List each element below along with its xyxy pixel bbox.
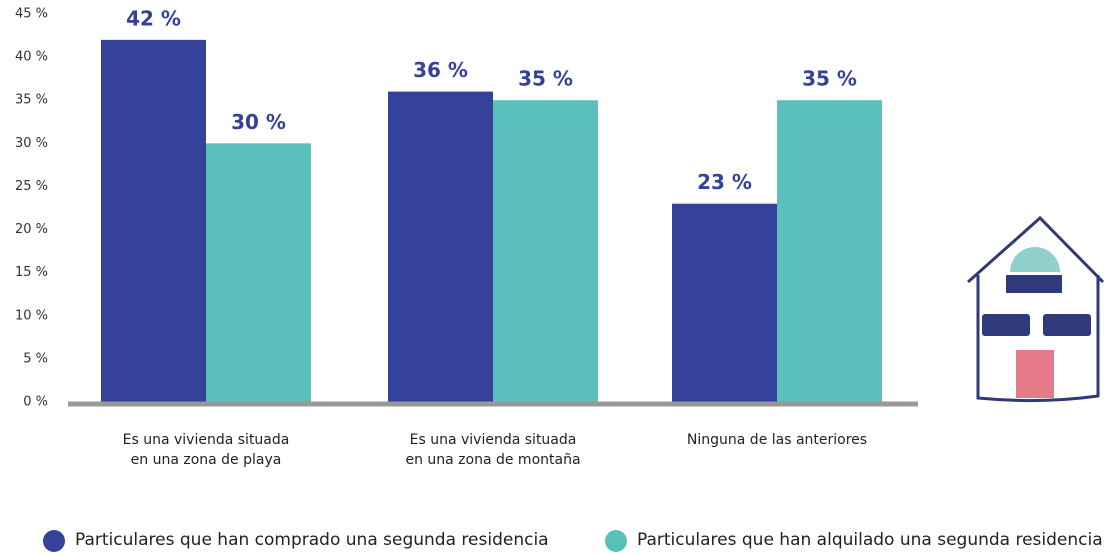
page: 0 % 5 % 10 % 15 % 20 % 25 % 30 % 35 % 40 % 45 % 42… <box>0 0 1104 555</box>
y-tick-label: 35 % <box>15 93 48 108</box>
value-label: 30 % <box>231 110 286 134</box>
legend-label: Particulares que han comprado una segund… <box>75 530 549 550</box>
bar <box>206 143 311 402</box>
y-tick-label: 30 % <box>15 136 48 151</box>
y-tick-label: 20 % <box>15 222 48 237</box>
value-label: 36 % <box>413 58 468 82</box>
bar <box>388 92 493 402</box>
y-tick-label: 10 % <box>15 308 48 323</box>
legend-marker <box>43 530 65 552</box>
bar <box>101 40 206 402</box>
value-label: 42 % <box>126 6 181 30</box>
x-tick-label: Es una vivienda situada en una zona de p… <box>76 430 336 470</box>
y-tick-label: 45 % <box>15 7 48 22</box>
x-tick-label: Ninguna de las anteriores <box>647 430 907 450</box>
y-tick-label: 15 % <box>15 265 48 280</box>
legend-label: Particulares que han alquilado una segun… <box>637 530 1103 550</box>
y-tick-label: 0 % <box>23 395 48 410</box>
value-label: 35 % <box>802 67 857 91</box>
chart: 0 % 5 % 10 % 15 % 20 % 25 % 30 % 35 % 40 % 45 % 42… <box>0 0 1104 555</box>
legend-marker <box>605 530 627 552</box>
bar <box>493 100 598 402</box>
x-tick-label: Es una vivienda situada en una zona de m… <box>363 430 623 470</box>
house-icon <box>968 218 1103 401</box>
y-tick-label: 25 % <box>15 179 48 194</box>
bar <box>777 100 882 402</box>
y-tick-label: 5 % <box>23 351 48 366</box>
value-label: 23 % <box>697 170 752 194</box>
value-label: 35 % <box>518 67 573 91</box>
y-tick-label: 40 % <box>15 50 48 65</box>
bar <box>672 204 777 402</box>
